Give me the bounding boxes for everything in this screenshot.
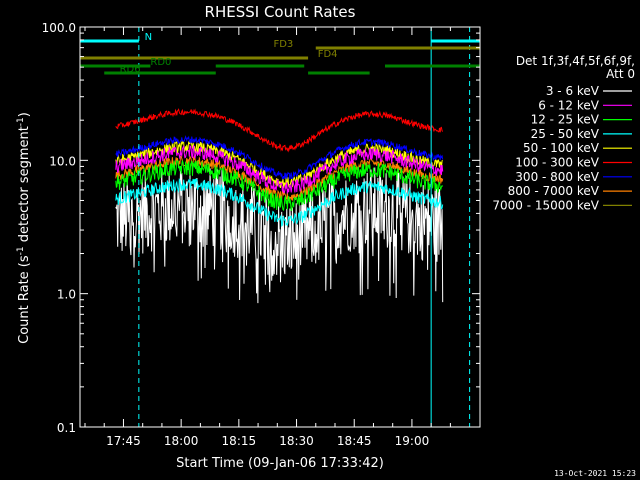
legend-label: 50 - 100 keV (523, 141, 600, 155)
footer-timestamp: 13-Oct-2021 15:23 (554, 469, 636, 478)
chart-title: RHESSI Count Rates (205, 3, 356, 21)
series-line (115, 177, 444, 227)
legend-label: 800 - 7000 keV (508, 184, 600, 198)
legend-label: 12 - 25 keV (531, 113, 600, 127)
flag-bars: N FD3 FD4 RD0 RD6 (80, 32, 480, 75)
y-tick-label: 100.0 (42, 21, 76, 35)
series-line (115, 108, 444, 153)
series-line (115, 159, 444, 212)
flag-label: RD6 (120, 64, 141, 75)
x-tick-label: 17:45 (106, 434, 141, 448)
legend: Det 1f,3f,4f,5f,6f,9f, Att 0 3 - 6 keV6 … (492, 54, 635, 212)
y-axis-ticks: 0.1 1.0 10.0 100.0 (42, 21, 480, 435)
flag-label: RD0 (150, 57, 171, 68)
legend-label: 300 - 800 keV (515, 170, 599, 184)
x-tick-label: 18:00 (164, 434, 199, 448)
legend-header: Det 1f,3f,4f,5f,6f,9f, (516, 54, 635, 68)
x-tick-label: 19:00 (395, 434, 430, 448)
series-line (115, 167, 444, 304)
x-tick-label: 18:30 (279, 434, 314, 448)
x-tick-label: 18:15 (222, 434, 257, 448)
flag-label: FD3 (273, 39, 293, 50)
y-tick-label: 1.0 (57, 288, 76, 302)
series-line (115, 135, 444, 180)
legend-label: 6 - 12 keV (538, 98, 600, 112)
flag-label: N (145, 32, 152, 43)
x-axis-label: Start Time (09-Jan-06 17:33:42) (176, 456, 384, 471)
y-tick-label: 10.0 (49, 154, 76, 168)
legend-label: 7000 - 15000 keV (492, 198, 599, 212)
series-line (115, 155, 444, 202)
plot-area (115, 108, 444, 304)
x-tick-label: 18:45 (337, 434, 372, 448)
flag-label: FD4 (318, 49, 338, 60)
legend-header-att: Att 0 (606, 67, 635, 81)
x-axis-ticks: 17:45 18:00 18:15 18:30 18:45 19:00 (84, 27, 451, 448)
legend-label: 100 - 300 keV (515, 156, 599, 170)
axes-frame (79, 26, 481, 428)
legend-label: 3 - 6 keV (546, 84, 600, 98)
y-axis-label: Count Rate (s-1 detector segment-1) (16, 112, 32, 344)
y-tick-label: 0.1 (57, 421, 76, 435)
legend-label: 25 - 50 keV (531, 127, 600, 141)
series-line (115, 144, 444, 194)
